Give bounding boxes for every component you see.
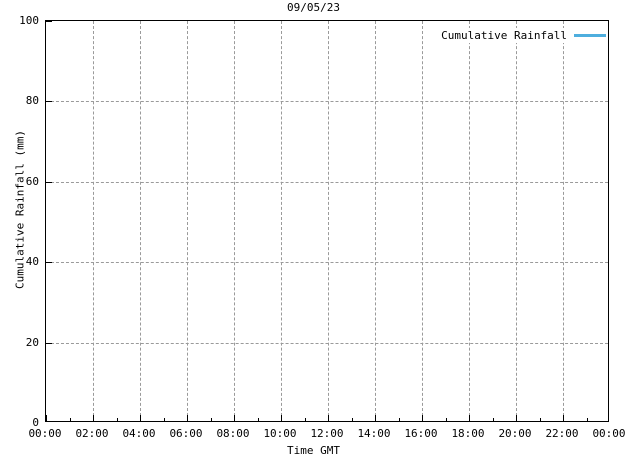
x-tick-label: 02:00 (75, 427, 109, 440)
y-tick-label: 40 (25, 255, 39, 269)
x-tick-label: 14:00 (357, 427, 391, 440)
x-tick-major (46, 415, 47, 421)
x-tick-minor (116, 418, 118, 421)
gridline-vertical (93, 21, 94, 421)
x-tick-label: 22:00 (545, 427, 579, 440)
plot-area: Cumulative Rainfall (45, 20, 609, 422)
gridline-horizontal (46, 262, 608, 264)
x-axis-title: Time GMT (287, 444, 340, 457)
x-tick-major (234, 415, 235, 421)
y-tick-major (46, 181, 52, 183)
gridline-horizontal (46, 101, 608, 103)
x-tick-minor (304, 418, 306, 421)
y-axis-tick-labels: 0 20 40 60 80 100 (0, 15, 39, 428)
x-tick-label: 12:00 (310, 427, 344, 440)
x-tick-major (187, 415, 188, 421)
gridline-vertical (563, 21, 564, 421)
x-tick-minor (210, 418, 212, 421)
x-tick-label: 20:00 (498, 427, 532, 440)
x-tick-major (375, 415, 376, 421)
x-tick-label: 16:00 (404, 427, 438, 440)
y-axis-title: Cumulative Rainfall (mm) (13, 130, 27, 289)
gridline-vertical (375, 21, 376, 421)
chart-title: 09/05/23 (287, 1, 340, 14)
gridline-vertical (140, 21, 141, 421)
x-tick-major (93, 415, 94, 421)
x-tick-label: 04:00 (122, 427, 156, 440)
x-tick-label: 00:00 (28, 427, 62, 440)
x-tick-minor (492, 418, 494, 421)
x-tick-minor (398, 418, 400, 421)
x-tick-major (328, 415, 329, 421)
x-tick-minor (351, 418, 353, 421)
gridline-vertical (422, 21, 423, 421)
x-tick-label: 18:00 (451, 427, 485, 440)
gridline-vertical (187, 21, 188, 421)
gridline-vertical (469, 21, 470, 421)
x-tick-label: 08:00 (216, 427, 250, 440)
x-tick-major (516, 415, 517, 421)
x-tick-minor (69, 418, 71, 421)
x-tick-minor (539, 418, 541, 421)
y-tick-label: 80 (25, 94, 39, 108)
gridline-horizontal (46, 181, 608, 183)
y-tick-label: 0 (32, 416, 39, 429)
y-tick-major (46, 262, 52, 264)
gridline-vertical (516, 21, 517, 421)
x-tick-label: 06:00 (169, 427, 203, 440)
gridline-vertical (234, 21, 235, 421)
x-axis-tick-labels: 00:00 02:00 04:00 06:00 08:00 10:00 12:00 14:00… (0, 427, 627, 441)
y-tick-major (46, 21, 52, 22)
legend-line-swatch-cumulative-rainfall (574, 34, 606, 37)
x-tick-minor (163, 418, 165, 421)
y-tick-major (46, 342, 52, 344)
gridline-vertical (328, 21, 329, 421)
x-tick-label: 10:00 (263, 427, 297, 440)
x-tick-label: 00:00 (592, 427, 626, 440)
y-tick-label: 100 (19, 14, 39, 27)
y-tick-label: 20 (25, 335, 39, 349)
y-tick-major (46, 101, 52, 103)
legend: Cumulative Rainfall (437, 28, 606, 43)
gridline-vertical (281, 21, 282, 421)
x-tick-minor (257, 418, 259, 421)
x-tick-major (469, 415, 470, 421)
x-tick-minor (586, 418, 588, 421)
x-tick-major (422, 415, 423, 421)
legend-label-cumulative-rainfall: Cumulative Rainfall (441, 29, 567, 42)
x-tick-minor (445, 418, 447, 421)
x-tick-major (281, 415, 282, 421)
x-tick-major (140, 415, 141, 421)
y-tick-label: 60 (25, 174, 39, 188)
gridline-horizontal (46, 342, 608, 344)
x-tick-major (563, 415, 564, 421)
